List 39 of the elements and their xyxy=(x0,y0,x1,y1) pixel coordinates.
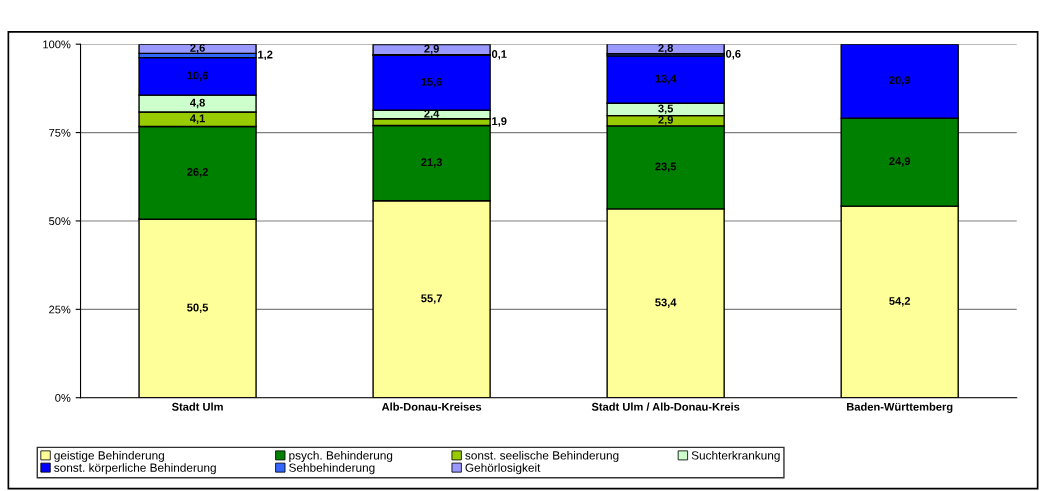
x-tick-label: Alb-Donau-Kreises xyxy=(381,402,482,411)
data-label: 10,6 xyxy=(187,71,208,81)
data-label: 2,9 xyxy=(424,44,439,55)
x-tick-label: Baden-Württemberg xyxy=(847,402,953,413)
data-label: 0,1 xyxy=(491,50,507,60)
data-label: 54,2 xyxy=(889,297,911,307)
data-label: 4,1 xyxy=(190,114,205,124)
y-tick-label: 0% xyxy=(55,393,71,402)
y-tick-label: 25% xyxy=(49,305,71,314)
data-label: 2,9 xyxy=(658,115,673,126)
data-label: 53,4 xyxy=(655,298,677,308)
data-label: 24,9 xyxy=(889,157,911,167)
legend-label: psych. Behinderung xyxy=(289,450,393,462)
data-label: 20,9 xyxy=(889,76,911,86)
y-tick-label: 75% xyxy=(49,128,71,137)
x-tick-label: Stadt Ulm / Alb-Donau-Kreis xyxy=(591,402,740,411)
legend-label: sonst. seelische Behinderung xyxy=(465,450,619,462)
data-label: 2,6 xyxy=(190,43,205,54)
data-label: 21,3 xyxy=(421,158,443,168)
data-label: 1,2 xyxy=(258,50,273,61)
data-label: 55,7 xyxy=(421,294,442,304)
legend-label: Suchterkrankung xyxy=(691,450,780,462)
data-label: 2,8 xyxy=(658,44,674,54)
y-tick-label: 100% xyxy=(43,40,71,49)
x-tick-label: Stadt Ulm xyxy=(171,402,223,411)
data-label: 0,6 xyxy=(725,49,741,60)
data-label: 1,9 xyxy=(492,117,507,127)
data-label: 13,4 xyxy=(655,74,677,85)
legend-label: Sehbehinderung xyxy=(289,463,375,475)
data-label: 50,5 xyxy=(187,303,209,314)
legend-label: Gehörlosigkeit xyxy=(465,463,541,475)
legend-label: sonst. körperliche Behinderung xyxy=(54,463,216,475)
data-label: 26,2 xyxy=(187,167,208,178)
data-label: 23,5 xyxy=(655,162,677,172)
data-label: 4,8 xyxy=(190,98,205,109)
y-tick-label: 50% xyxy=(49,217,71,226)
legend-label: geistige Behinderung xyxy=(54,450,164,462)
data-label: 3,5 xyxy=(658,104,674,115)
data-label: 15,6 xyxy=(421,77,443,88)
